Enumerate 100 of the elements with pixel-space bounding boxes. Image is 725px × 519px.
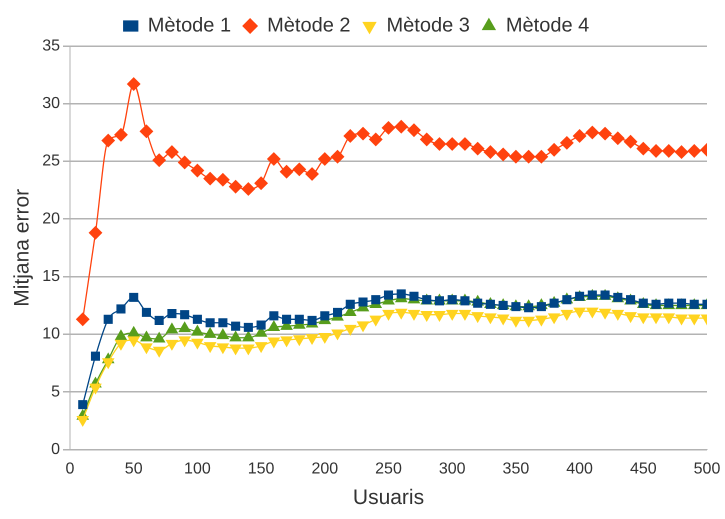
point: [471, 142, 484, 156]
x-tick-label: 450: [630, 460, 657, 478]
point: [178, 336, 191, 347]
point: [420, 311, 433, 322]
point: [484, 313, 496, 324]
point: [408, 310, 420, 320]
point: [255, 342, 267, 352]
point: [394, 120, 408, 134]
point: [496, 148, 510, 162]
point: [637, 313, 650, 324]
point: [152, 154, 166, 167]
y-tick-label: 5: [51, 383, 60, 400]
point: [217, 343, 229, 354]
point: [574, 308, 586, 318]
point: [203, 172, 217, 186]
point: [305, 167, 319, 181]
point: [268, 338, 280, 348]
point: [228, 180, 242, 194]
point: [409, 292, 419, 301]
y-tick-label: 10: [42, 326, 60, 343]
point: [395, 308, 408, 320]
point: [78, 400, 88, 410]
point: [446, 137, 459, 151]
x-axis-title: Usuaris: [352, 486, 424, 510]
point: [192, 338, 204, 350]
point: [76, 312, 90, 326]
point: [382, 310, 394, 320]
point: [472, 312, 484, 322]
point: [407, 124, 421, 137]
point: [434, 311, 446, 322]
y-tick-label: 0: [51, 441, 60, 458]
point: [547, 143, 561, 156]
point: [267, 152, 280, 166]
point: [332, 329, 344, 340]
point: [204, 342, 216, 352]
point: [676, 314, 688, 325]
point: [190, 164, 204, 178]
point: [104, 314, 113, 324]
point: [269, 311, 278, 320]
point: [129, 292, 138, 302]
point: [318, 152, 332, 166]
point: [166, 340, 178, 350]
point: [396, 289, 406, 298]
point: [560, 136, 574, 150]
point: [292, 162, 306, 176]
point: [446, 310, 458, 320]
point: [102, 134, 115, 148]
point: [344, 129, 357, 143]
point: [356, 126, 370, 140]
x-tick-label: 200: [311, 460, 338, 478]
y-tick-label: 15: [42, 268, 60, 286]
x-tick-label: 400: [566, 460, 594, 478]
point: [522, 150, 536, 164]
point: [165, 145, 179, 159]
point: [76, 416, 89, 426]
point: [458, 137, 472, 151]
point: [128, 336, 140, 347]
point: [231, 322, 240, 331]
point: [586, 308, 598, 318]
point: [586, 126, 599, 140]
point: [140, 124, 154, 138]
point: [662, 144, 676, 158]
legend-label: Mètode 3: [386, 14, 470, 37]
x-tick-label: 0: [66, 460, 75, 478]
point: [178, 156, 192, 170]
point: [114, 128, 128, 142]
point: [599, 308, 611, 320]
point: [216, 173, 230, 186]
point: [344, 324, 356, 336]
point: [293, 335, 306, 346]
point: [320, 311, 330, 320]
point: [624, 135, 638, 148]
point: [612, 310, 624, 320]
point: [598, 126, 612, 140]
point: [88, 226, 102, 240]
point: [256, 320, 266, 330]
point: [180, 310, 190, 320]
point: [333, 308, 342, 317]
point: [662, 313, 675, 324]
point: [649, 144, 663, 158]
point: [154, 316, 164, 325]
point: [346, 300, 355, 309]
point: [688, 314, 700, 325]
point: [650, 313, 662, 324]
point: [167, 308, 176, 318]
point: [242, 344, 254, 355]
point: [624, 312, 636, 322]
point: [369, 132, 382, 146]
point: [230, 344, 242, 355]
y-tick-label: 35: [42, 37, 60, 54]
point: [688, 144, 701, 158]
point: [674, 145, 688, 159]
point: [282, 314, 292, 324]
point: [636, 142, 650, 156]
point: [192, 314, 202, 324]
point: [534, 150, 548, 164]
point: [357, 321, 369, 332]
point: [370, 316, 382, 326]
point: [384, 290, 394, 300]
point: [115, 340, 127, 350]
